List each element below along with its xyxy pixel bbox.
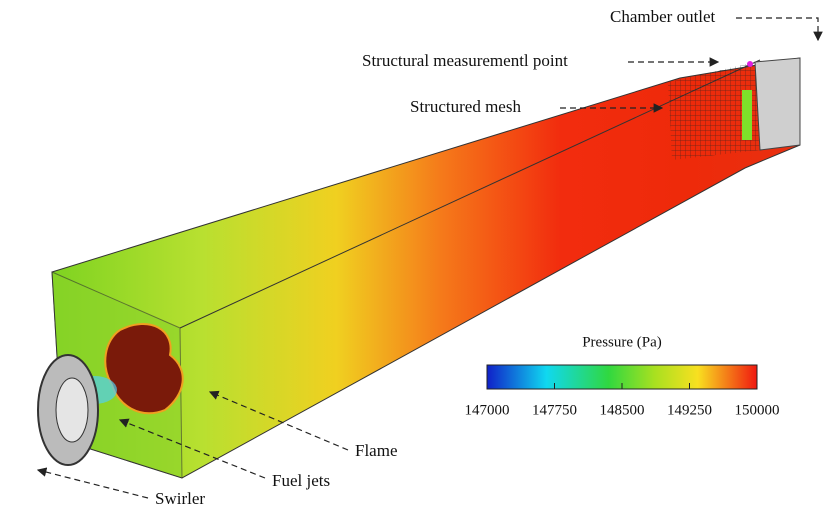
colorbar-title: Pressure (Pa) [582, 334, 662, 350]
arrow [118, 418, 266, 479]
arrow [36, 467, 149, 499]
label: Swirler [155, 489, 205, 508]
label: Structured mesh [410, 97, 521, 116]
label: Fuel jets [272, 471, 330, 490]
combustor [37, 57, 801, 479]
label: Structural measurementl point [362, 51, 568, 70]
tick-label: 149250 [667, 402, 712, 418]
colorbar: Pressure (Pa) 147000 147750 148500 149250 15… [465, 334, 780, 418]
tick-label: 150000 [735, 402, 780, 418]
label: Chamber outlet [610, 7, 716, 26]
tick-label: 147750 [532, 402, 577, 418]
arrow [208, 390, 349, 451]
arrow [736, 17, 823, 42]
tick-label: 147000 [465, 402, 510, 418]
tick-label: 148500 [600, 402, 645, 418]
annotations: Chamber outlet Structural measurementl p… [36, 7, 823, 508]
label: Flame [355, 441, 398, 460]
